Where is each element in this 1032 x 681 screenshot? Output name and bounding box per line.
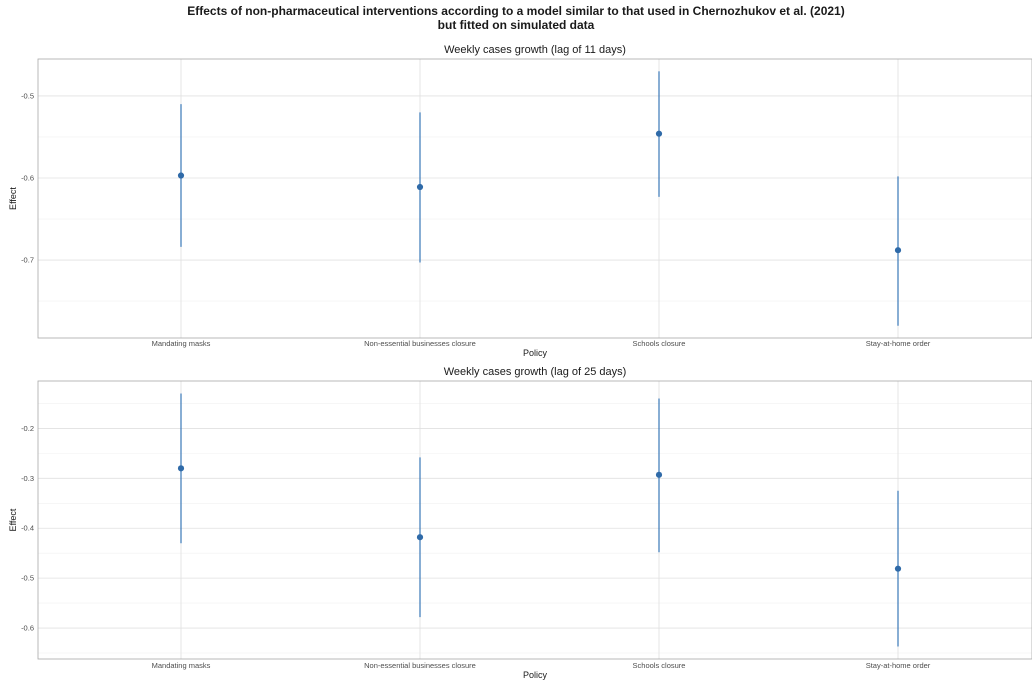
- figure-title-line-1: Effects of non-pharmaceutical interventi…: [187, 4, 845, 18]
- data-point-2: [416, 183, 424, 191]
- x-tick-label: Mandating masks: [152, 339, 211, 348]
- x-tick-label: Non-essential businesses closure: [364, 339, 476, 348]
- data-point-3: [655, 471, 663, 478]
- x-tick-label: Schools closure: [633, 661, 686, 670]
- data-point-1: [177, 172, 185, 179]
- data-point-2: [416, 534, 424, 541]
- panel-frame: [37, 380, 1032, 660]
- panel-frame: [37, 58, 1032, 339]
- y-tick-label: -0.6: [21, 624, 34, 633]
- y-tick-label: -0.5: [21, 91, 34, 100]
- panel-title: Weekly cases growth (lag of 11 days): [444, 44, 626, 56]
- x-tick-label: Stay-at-home order: [866, 661, 931, 670]
- data-point-4: [894, 565, 902, 572]
- y-axis-title: Effect: [8, 187, 18, 210]
- panel-title: Weekly cases growth (lag of 25 days): [444, 366, 627, 378]
- y-tick-label: -0.5: [21, 574, 34, 583]
- figure-title-line-2: but fitted on simulated data: [437, 18, 595, 32]
- data-point-4: [894, 247, 902, 254]
- x-axis-title: Policy: [523, 348, 548, 358]
- x-tick-label: Schools closure: [633, 339, 686, 348]
- x-tick-label: Stay-at-home order: [866, 339, 931, 348]
- data-point-1: [177, 465, 185, 472]
- x-tick-label: Mandating masks: [152, 661, 211, 670]
- y-tick-label: -0.4: [21, 524, 34, 533]
- y-tick-label: -0.3: [21, 474, 34, 483]
- data-point-3: [655, 130, 663, 137]
- figure-title: Effects of non-pharmaceutical interventi…: [0, 4, 1032, 32]
- y-axis-title: Effect: [8, 508, 18, 531]
- x-tick-label: Non-essential businesses closure: [364, 661, 476, 670]
- y-tick-label: -0.2: [21, 424, 34, 433]
- y-tick-label: -0.7: [21, 256, 34, 265]
- y-tick-label: -0.6: [21, 173, 34, 182]
- x-axis-title: Policy: [523, 670, 548, 680]
